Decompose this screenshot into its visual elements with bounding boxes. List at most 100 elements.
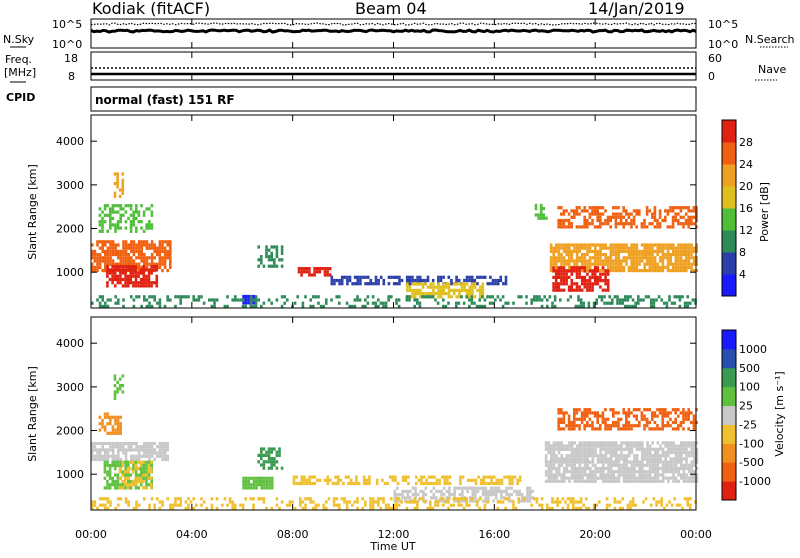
heatmap-cell: [114, 295, 117, 299]
heatmap-cell: [140, 204, 143, 208]
heatmap-cell: [474, 493, 477, 497]
heatmap-cell: [682, 215, 685, 219]
heatmap-cell: [578, 408, 581, 412]
heatmap-cell: [435, 489, 438, 493]
heatmap-cell: [612, 408, 615, 412]
heatmap-cell: [111, 445, 115, 449]
heatmap-cell: [638, 259, 641, 263]
heatmap-cell: [163, 259, 167, 263]
heatmap-cell: [265, 245, 268, 249]
heatmap-cell: [113, 374, 117, 378]
heatmap-cell: [275, 255, 279, 259]
heatmap-cell: [550, 476, 553, 480]
heatmap-cell: [116, 476, 120, 480]
heatmap-cell: [303, 478, 306, 482]
nsearch-tick-top: 10^5: [708, 18, 738, 31]
heatmap-cell: [117, 503, 120, 507]
heatmap-cell: [620, 470, 623, 474]
heatmap-cell: [586, 479, 589, 483]
heatmap-cell: [586, 262, 589, 266]
heatmap-cell: [606, 424, 610, 428]
heatmap-cell: [393, 493, 397, 497]
heatmap-cell: [145, 281, 148, 285]
heatmap-cell: [629, 503, 632, 507]
heatmap-cell: [568, 463, 571, 467]
heatmap-cell: [344, 475, 348, 479]
heatmap-cell: [643, 450, 647, 455]
heatmap-cell: [622, 447, 626, 451]
heatmap-cell: [695, 447, 699, 451]
heatmap-cell: [609, 476, 613, 480]
heatmap-cell: [247, 476, 251, 480]
heatmap-cell: [583, 444, 587, 448]
heatmap-cell: [109, 216, 112, 221]
heatmap-cell: [228, 500, 232, 504]
heatmap-cell: [666, 243, 670, 247]
heatmap-cell: [408, 500, 411, 504]
heatmap-cell: [659, 265, 662, 269]
heatmap-cell: [648, 460, 652, 464]
heatmap-cell: [677, 253, 680, 257]
heatmap-cell: [669, 457, 673, 461]
heatmap-cell: [478, 304, 481, 308]
heatmap-cell: [612, 444, 615, 448]
heatmap-cell: [691, 298, 695, 302]
heatmap-cell: [500, 481, 504, 486]
heatmap-cell: [127, 216, 130, 221]
heatmap-cell: [617, 212, 620, 216]
heatmap-cell: [635, 269, 639, 273]
heatmap-cell: [677, 408, 680, 412]
heatmap-cell: [309, 304, 312, 308]
heatmap-cell: [113, 390, 117, 394]
heatmap-cell: [113, 194, 117, 198]
heatmap-cell: [690, 450, 693, 455]
heatmap-cell: [309, 500, 312, 504]
heatmap-cell: [419, 489, 423, 493]
heatmap-cell: [442, 486, 446, 490]
heatmap-cell: [690, 262, 693, 266]
heatmap-cell: [677, 414, 680, 418]
heatmap-cell: [633, 262, 636, 266]
heatmap-cell: [609, 265, 613, 269]
heatmap-cell: [147, 470, 150, 474]
heatmap-cell: [695, 249, 698, 253]
heatmap-cell: [615, 470, 618, 474]
heatmap-cell: [557, 470, 561, 474]
heatmap-cell: [573, 424, 576, 428]
heatmap-cell: [119, 259, 123, 263]
heatmap-cell: [523, 499, 527, 503]
heatmap-cell: [455, 301, 458, 305]
heatmap-cell: [255, 483, 258, 487]
heatmap-cell: [270, 245, 273, 249]
heatmap-cell: [116, 486, 120, 490]
heatmap-cell: [156, 253, 159, 257]
heatmap-cell: [140, 256, 143, 260]
heatmap-cell: [563, 460, 566, 464]
heatmap-cell: [479, 481, 483, 486]
heatmap-cell: [126, 284, 130, 288]
heatmap-cell: [326, 475, 330, 479]
heatmap-cell: [602, 447, 605, 451]
heatmap-cell: [119, 262, 123, 266]
heatmap-cell: [292, 478, 296, 482]
heatmap-cell: [119, 226, 122, 230]
heatmap-cell: [368, 475, 371, 479]
heatmap-cell: [308, 273, 311, 277]
heatmap-cell: [655, 503, 658, 507]
heatmap-cell: [591, 206, 594, 210]
heatmap-cell: [492, 486, 495, 490]
heatmap-cell: [653, 414, 657, 418]
heatmap-cell: [583, 424, 586, 428]
heatmap-cell: [109, 207, 112, 211]
heatmap-cell: [573, 473, 576, 477]
heatmap-cell: [672, 463, 675, 467]
heatmap-cell: [270, 447, 273, 451]
heatmap-cell: [619, 417, 623, 421]
heatmap-cell: [546, 304, 549, 308]
heatmap-cell: [508, 481, 512, 486]
heatmap-cell: [142, 274, 146, 278]
heatmap-cell: [98, 415, 102, 419]
heatmap-cell: [429, 285, 433, 289]
heatmap-cell: [633, 460, 636, 464]
heatmap-cell: [365, 481, 369, 486]
